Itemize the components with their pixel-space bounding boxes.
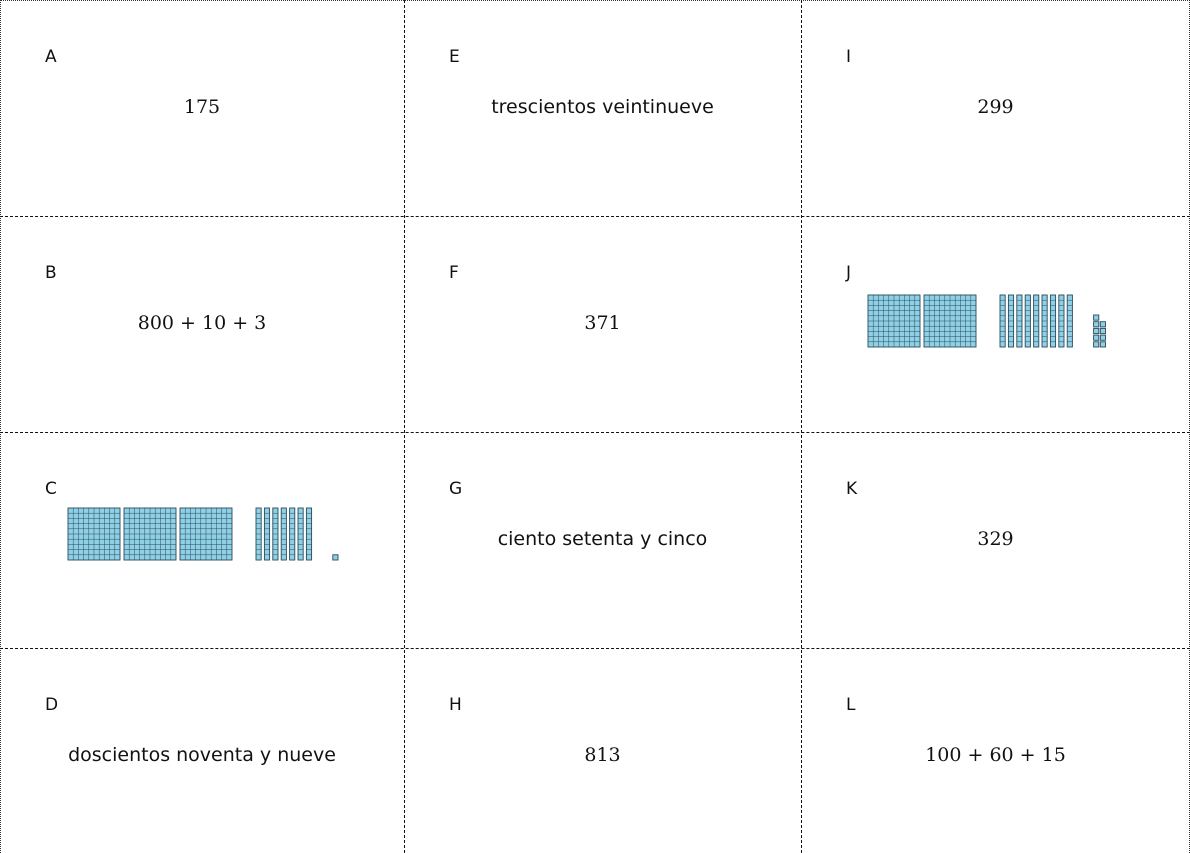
- card-b: B 800 + 10 + 3: [0, 216, 404, 432]
- card-letter: K: [846, 479, 858, 499]
- card-g: G ciento setenta y cinco: [404, 432, 801, 648]
- card-e: E trescientos veintinueve: [404, 0, 801, 216]
- card-letter: E: [449, 47, 460, 67]
- card-letter: A: [45, 47, 57, 67]
- card-expression: 800 + 10 + 3: [137, 312, 267, 334]
- card-i: I 299: [801, 0, 1190, 216]
- card-c: C: [0, 432, 404, 648]
- ten-rod-block: [305, 507, 313, 561]
- hundred-flat-block: [179, 507, 233, 561]
- card-letter: C: [45, 479, 57, 499]
- card-letter: H: [449, 695, 462, 715]
- ten-rod-block: [280, 507, 287, 561]
- hundred-flat-block: [67, 507, 121, 561]
- card-j: J: [801, 216, 1190, 432]
- card-letter: G: [449, 479, 463, 499]
- ten-rod-block: [1066, 294, 1073, 348]
- ten-rod-block: [1049, 294, 1057, 348]
- hundred-flat-block: [923, 294, 977, 348]
- cut-line-vertical: [404, 0, 405, 853]
- card-f: F 371: [404, 216, 801, 432]
- ten-rod-block: [1033, 294, 1040, 348]
- card-l: L 100 + 60 + 15: [801, 648, 1190, 853]
- card-number: 329: [977, 528, 1014, 550]
- one-unit-block: [1099, 341, 1106, 348]
- hundred-flat-block: [867, 294, 921, 348]
- one-unit-block: [332, 554, 339, 561]
- ten-rod-block: [297, 507, 304, 561]
- card-a: A 175: [0, 0, 404, 216]
- ten-rod-block: [999, 294, 1006, 348]
- ten-rod-block: [1041, 294, 1048, 348]
- cut-line-vertical: [801, 0, 802, 853]
- card-k: K 329: [801, 432, 1190, 648]
- ten-rod-block: [255, 507, 262, 561]
- card-number: 813: [584, 744, 621, 766]
- card-number: 299: [977, 96, 1014, 118]
- one-unit-block: [1093, 341, 1100, 348]
- one-unit-block: [1099, 334, 1106, 341]
- card-letter: F: [449, 263, 459, 283]
- sheet-left-edge: [0, 0, 1, 853]
- ten-rod-block: [1058, 294, 1065, 348]
- card-number: 175: [183, 96, 221, 118]
- card-letter: J: [846, 263, 852, 283]
- one-unit-block: [1093, 314, 1100, 321]
- ten-rod-block: [289, 507, 296, 561]
- ten-rod-block: [1007, 294, 1015, 348]
- card-expression: 100 + 60 + 15: [925, 744, 1066, 766]
- cut-line-horizontal: [0, 648, 1190, 649]
- cut-line-horizontal: [0, 432, 1190, 433]
- card-letter: B: [45, 263, 57, 283]
- one-unit-block: [1099, 327, 1106, 335]
- sheet-top-edge: [0, 0, 1190, 1]
- card-d: D doscientos noventa y nueve: [0, 648, 404, 853]
- ten-rod-block: [272, 507, 279, 561]
- cut-line-horizontal: [0, 216, 1190, 217]
- one-unit-block: [1093, 334, 1100, 341]
- card-words: ciento setenta y cinco: [497, 528, 708, 550]
- base-ten-blocks-j: [867, 294, 1106, 348]
- base-ten-blocks-c: [67, 507, 339, 561]
- card-words: doscientos noventa y nueve: [68, 744, 336, 766]
- card-letter: I: [846, 47, 852, 67]
- card-letter: L: [846, 695, 856, 715]
- hundred-flat-block: [123, 507, 177, 561]
- card-number: 371: [584, 312, 621, 334]
- one-unit-block: [1099, 321, 1106, 328]
- ten-rod-block: [1024, 294, 1031, 348]
- one-unit-block: [1093, 327, 1100, 335]
- card-h: H 813: [404, 648, 801, 853]
- one-unit-block: [1093, 321, 1100, 328]
- ten-rod-block: [1016, 294, 1023, 348]
- card-words: trescientos veintinueve: [491, 96, 714, 118]
- card-letter: D: [45, 695, 59, 715]
- ten-rod-block: [263, 507, 271, 561]
